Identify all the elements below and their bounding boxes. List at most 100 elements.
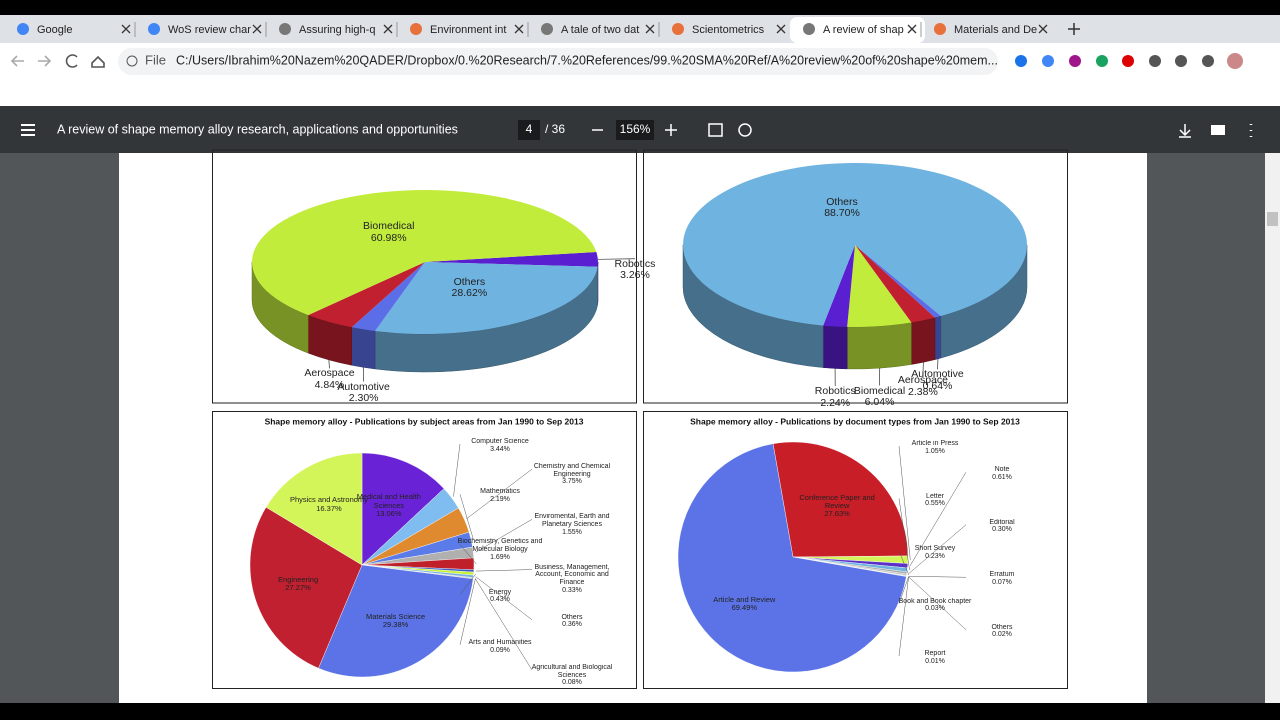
- label-text: Biochemistry, Genetics and Molecular Bio…: [454, 538, 546, 553]
- label-text: 4.84%: [289, 380, 369, 392]
- label-text: 0.23%: [893, 553, 977, 561]
- label-text: 29.38%: [351, 621, 441, 629]
- label-text: Aerospace: [289, 368, 369, 380]
- tab-title[interactable]: Scientometrics: [692, 24, 765, 36]
- label-text: 0.55%: [893, 500, 977, 508]
- extension-icons[interactable]: [1015, 53, 1243, 69]
- tab-title[interactable]: A review of shap: [823, 24, 904, 36]
- label-text: Article in Press: [893, 440, 977, 448]
- label-text: Biomedical: [349, 221, 429, 233]
- label-text: Report: [893, 650, 977, 658]
- page-number[interactable]: 4: [526, 122, 533, 136]
- tab-title[interactable]: WoS review char: [168, 24, 251, 36]
- pdf-title: A review of shape memory alloy research,…: [57, 122, 458, 136]
- label-text: 0.03%: [893, 605, 977, 613]
- scroll-thumb[interactable]: [1267, 212, 1278, 226]
- label-text: Agricultural and Biological Sciences: [526, 664, 618, 679]
- label-text: 1.69%: [454, 554, 546, 562]
- address-url[interactable]: C:/Users/Ibrahim%20Nazem%20QADER/Dropbox…: [176, 53, 998, 67]
- label-text: 3.44%: [454, 446, 546, 454]
- bottom-strip: [0, 703, 1280, 720]
- label-text: Erratum: [960, 571, 1044, 579]
- label-text: Others: [429, 277, 509, 289]
- label-text: 88.70%: [802, 208, 882, 220]
- label-text: Short Survey: [893, 545, 977, 553]
- label-text: 3.26%: [595, 270, 675, 282]
- zoom-value[interactable]: 156%: [620, 122, 651, 136]
- pie-side: [847, 322, 911, 369]
- label-text: 0.09%: [454, 647, 546, 655]
- tab-title[interactable]: Google: [37, 24, 72, 36]
- tab-favicon: [803, 23, 815, 35]
- pie-side: [352, 327, 375, 369]
- label-text: 0.08%: [526, 679, 618, 687]
- chart-title: Shape memory alloy - Publications by doc…: [690, 416, 1020, 426]
- tab-title[interactable]: Assuring high-q: [299, 24, 375, 36]
- label-text: 2.24%: [795, 398, 875, 410]
- label-text: 28.62%: [429, 288, 509, 300]
- label-text: 27.63%: [792, 510, 882, 518]
- label-text: Business, Management, Account, Economic …: [526, 564, 618, 587]
- label-text: 0.07%: [960, 579, 1044, 587]
- label-text: Robotics: [595, 259, 675, 271]
- label-text: 27.27%: [253, 584, 343, 592]
- label-text: Robotics: [795, 386, 875, 398]
- tab-title[interactable]: A tale of two dat: [561, 24, 639, 36]
- tab-favicon: [672, 23, 684, 35]
- tab-title[interactable]: Materials and De: [954, 24, 1037, 36]
- label-text: Enviromental, Earth and Planetary Scienc…: [526, 513, 618, 528]
- label-box: Enviromental, Earth and Planetary Scienc…: [526, 513, 618, 536]
- label-text: 2.19%: [454, 496, 546, 504]
- tab-title[interactable]: Environment int: [430, 24, 506, 36]
- label-text: 60.98%: [349, 233, 429, 245]
- label-text: 0.30%: [960, 526, 1044, 534]
- data-label: Agricultural and Biological Sciences0.08…: [526, 664, 618, 708]
- tab-favicon: [17, 23, 29, 35]
- scrollbar[interactable]: [1265, 153, 1280, 703]
- label-text: Arts and Humanities: [454, 639, 546, 647]
- label-text: 3.75%: [526, 478, 618, 486]
- label-text: Conference Paper and Review: [792, 494, 882, 511]
- print-icon[interactable]: [1211, 125, 1225, 135]
- label-text: 0.61%: [960, 474, 1044, 482]
- tab-favicon: [148, 23, 160, 35]
- pie-side: [823, 326, 847, 369]
- top-strip: [0, 0, 1280, 15]
- tab-favicon: [541, 23, 553, 35]
- label-text: 16.37%: [284, 505, 374, 513]
- label-text: 69.49%: [699, 604, 789, 612]
- label-text: Mathematics: [454, 488, 546, 496]
- label-text: Others: [526, 614, 618, 622]
- label-box: Biochemistry, Genetics and Molecular Bio…: [454, 538, 546, 561]
- label-text: 0.36%: [526, 621, 618, 629]
- page-count: / 36: [545, 122, 565, 136]
